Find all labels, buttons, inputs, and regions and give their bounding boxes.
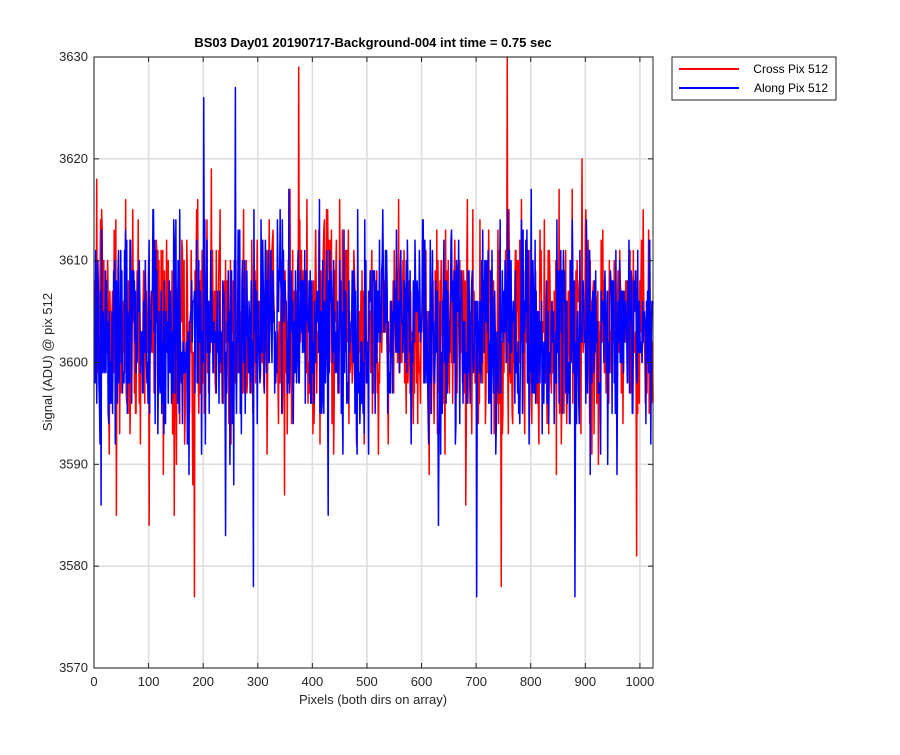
y-tick-label: 3580 bbox=[59, 558, 88, 573]
y-tick-label: 3590 bbox=[59, 456, 88, 471]
series-line-along-pix-512 bbox=[93, 86, 654, 598]
x-tick-label: 400 bbox=[302, 674, 324, 689]
y-axis-label: Signal (ADU) @ pix 512 bbox=[40, 293, 55, 431]
x-axis-label: Pixels (both dirs on array) bbox=[299, 692, 447, 707]
x-tick-label: 0 bbox=[90, 674, 97, 689]
legend-label-cross: Cross Pix 512 bbox=[753, 62, 828, 76]
y-tick-label: 3610 bbox=[59, 253, 88, 268]
legend-box bbox=[671, 56, 837, 101]
axis-ticks: 0 100 200 300 400 500 600 700 800 900 1000 3570 3580… bbox=[59, 49, 654, 689]
y-tick-label: 3630 bbox=[59, 49, 88, 64]
chart-title: BS03 Day01 20190717-Background-004 int t… bbox=[194, 35, 551, 50]
y-tick-label: 3600 bbox=[59, 355, 88, 370]
series-layer bbox=[93, 56, 654, 598]
x-tick-label: 300 bbox=[247, 674, 269, 689]
x-tick-label: 800 bbox=[520, 674, 542, 689]
x-tick-label: 100 bbox=[138, 674, 160, 689]
x-tick-label: 700 bbox=[465, 674, 487, 689]
y-tick-label: 3570 bbox=[59, 660, 88, 675]
x-tick-label: 900 bbox=[574, 674, 596, 689]
legend: Cross Pix 512 Along Pix 512 bbox=[671, 56, 837, 101]
x-tick-label: 200 bbox=[192, 674, 214, 689]
x-tick-label: 500 bbox=[356, 674, 378, 689]
x-tick-label: 600 bbox=[411, 674, 433, 689]
y-tick-label: 3620 bbox=[59, 151, 88, 166]
legend-label-along: Along Pix 512 bbox=[754, 81, 828, 95]
series-line-cross-pix-512 bbox=[93, 56, 654, 598]
x-tick-label: 1000 bbox=[625, 674, 654, 689]
